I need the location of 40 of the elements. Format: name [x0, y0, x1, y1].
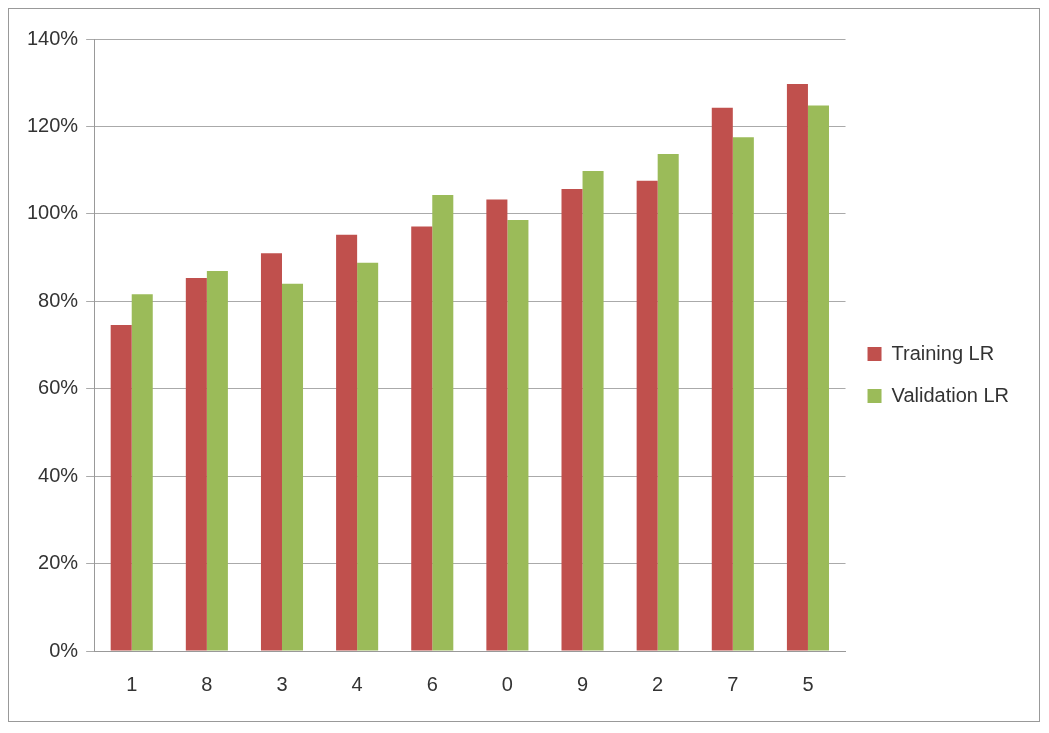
y-tick-label: 20% — [38, 551, 79, 574]
y-tick-label: 120% — [27, 113, 79, 136]
bar — [561, 188, 583, 651]
x-tick-label: 0 — [501, 672, 513, 695]
x-tick-label: 2 — [652, 672, 664, 695]
legend-label: Validation LR — [891, 383, 1009, 406]
legend-label: Training LR — [891, 341, 995, 364]
x-tick-label: 9 — [576, 672, 589, 695]
bar — [411, 226, 433, 651]
bar — [486, 199, 508, 651]
bar — [636, 180, 658, 651]
x-tick-label: 4 — [351, 672, 363, 695]
x-tick-label: 1 — [126, 672, 138, 695]
bar — [786, 84, 808, 651]
x-tick-label: 7 — [727, 672, 739, 695]
bar — [711, 107, 733, 651]
x-tick-label: 3 — [276, 672, 288, 695]
bar — [131, 294, 153, 651]
bar — [260, 253, 282, 651]
y-tick-label: 40% — [38, 463, 79, 486]
y-tick-label: 80% — [38, 288, 79, 311]
bar — [582, 171, 604, 651]
x-tick-label: 8 — [201, 672, 213, 695]
bar — [281, 283, 304, 651]
y-tick-label: 60% — [38, 376, 79, 399]
x-tick-label: 6 — [426, 672, 438, 695]
y-tick-label: 140% — [27, 26, 79, 49]
x-tick-label: 5 — [802, 672, 814, 695]
bar — [185, 278, 207, 651]
bar — [657, 153, 679, 651]
bar — [336, 234, 358, 651]
bar — [807, 105, 829, 651]
bar — [432, 195, 454, 651]
bar — [110, 324, 132, 651]
y-tick-label: 100% — [27, 201, 79, 224]
bar — [732, 137, 754, 651]
y-tick-label: 0% — [49, 638, 79, 661]
bar — [507, 219, 529, 651]
bar — [206, 271, 228, 651]
bar — [357, 262, 379, 651]
